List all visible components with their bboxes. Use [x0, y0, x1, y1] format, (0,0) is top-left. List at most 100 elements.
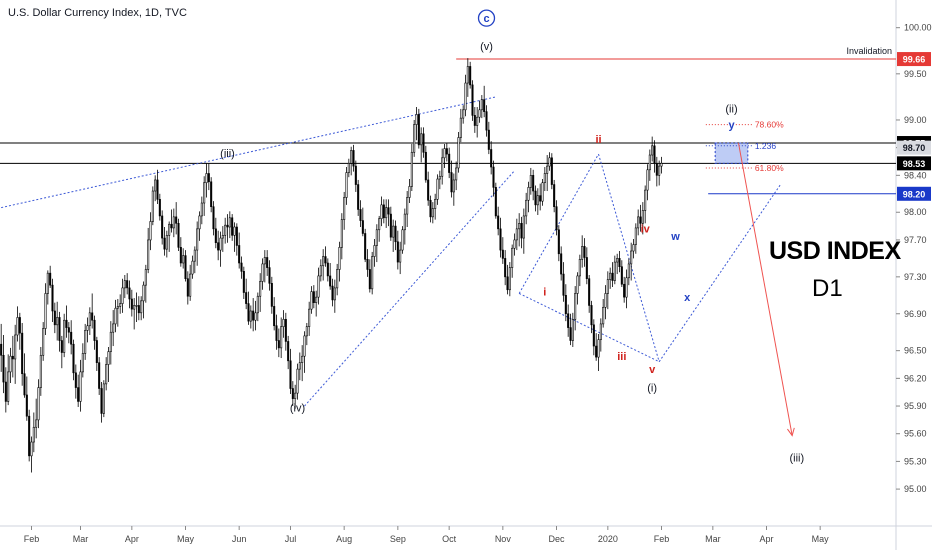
candle [555, 200, 558, 236]
candle [11, 335, 14, 378]
candle [23, 353, 26, 398]
candle-body [368, 269, 371, 290]
wave-label-circle [477, 9, 496, 27]
candle-body [231, 217, 234, 236]
candle-body [74, 372, 77, 388]
candle [478, 100, 481, 123]
candle [18, 312, 21, 350]
candle [420, 127, 423, 163]
candle [119, 294, 122, 314]
candle-body [548, 157, 551, 167]
candle [261, 258, 264, 290]
candle-body [200, 202, 203, 217]
wave-label: iv [641, 224, 651, 236]
candle [464, 74, 467, 117]
x-tick-label: Oct [442, 534, 457, 544]
candle-body [275, 325, 278, 341]
candle [513, 233, 516, 256]
candle-body [331, 285, 334, 301]
candle [515, 218, 518, 251]
candle-body [345, 172, 348, 198]
candle [597, 334, 600, 371]
candle-body [532, 175, 535, 192]
wave-label: c [483, 13, 489, 25]
projection-arrow-head [787, 427, 795, 437]
candle [473, 107, 476, 133]
candle-body [492, 166, 495, 188]
candle [259, 273, 262, 312]
wave-label: (ii) [725, 104, 737, 116]
y-tick-label: 99.50 [904, 69, 927, 79]
candle-body [471, 84, 474, 116]
candle-body [154, 179, 157, 192]
candle [639, 204, 642, 232]
candle-body [469, 66, 472, 86]
candle-body [16, 317, 19, 336]
candle [154, 175, 157, 202]
candle-body [35, 419, 38, 428]
candle-body [429, 199, 432, 218]
candle-body [354, 165, 357, 185]
candle [88, 307, 91, 335]
candle [252, 298, 255, 332]
candle-body [417, 114, 420, 146]
candle-body [567, 313, 570, 328]
x-tick-label: Jul [285, 534, 297, 544]
candle-body [114, 307, 117, 325]
candle [39, 346, 42, 396]
candle-body [588, 278, 591, 306]
candle-body [25, 394, 28, 417]
candle [448, 147, 451, 179]
candle [21, 322, 24, 386]
candle-body [634, 227, 637, 245]
candle-body [422, 133, 425, 153]
candle-body [284, 318, 287, 342]
candle [305, 322, 308, 346]
candle [520, 216, 523, 249]
candle-body [357, 184, 360, 210]
candle-body [156, 179, 159, 200]
candle-body [249, 310, 252, 322]
x-tick-label: May [812, 534, 830, 544]
candle-body [242, 271, 245, 293]
candle-body [256, 295, 259, 314]
candle-body [350, 150, 353, 164]
candle-body [609, 272, 612, 280]
price-tag: 98.20 [897, 186, 931, 201]
candle [611, 262, 614, 287]
candle [107, 346, 110, 383]
candle [9, 347, 12, 383]
candle [298, 352, 301, 381]
candle [221, 226, 224, 252]
candle [205, 163, 208, 198]
candle [511, 244, 514, 278]
candle-body [424, 151, 427, 181]
candle [375, 224, 378, 263]
candle-body [39, 354, 42, 388]
candle-body [632, 244, 635, 252]
candle [609, 267, 612, 289]
candle-body [21, 332, 24, 375]
candle-body [555, 206, 558, 231]
candle-body [644, 189, 647, 211]
candle-body [490, 149, 493, 168]
candle [347, 158, 350, 178]
candle [658, 160, 661, 186]
candle-body [233, 226, 236, 236]
candle-body [130, 298, 133, 310]
candle-body [462, 109, 465, 119]
candle [158, 193, 161, 221]
candle-body [448, 153, 451, 173]
candle [319, 259, 322, 282]
candle-body [240, 262, 243, 272]
candle-body [294, 392, 297, 399]
candle [247, 291, 250, 325]
candle-body [81, 353, 84, 373]
candle [340, 213, 343, 260]
candle [168, 221, 171, 252]
candle-body [401, 229, 404, 251]
candle [625, 269, 628, 309]
candle [660, 156, 663, 174]
candle-body [282, 318, 285, 327]
candle-body [399, 249, 402, 263]
